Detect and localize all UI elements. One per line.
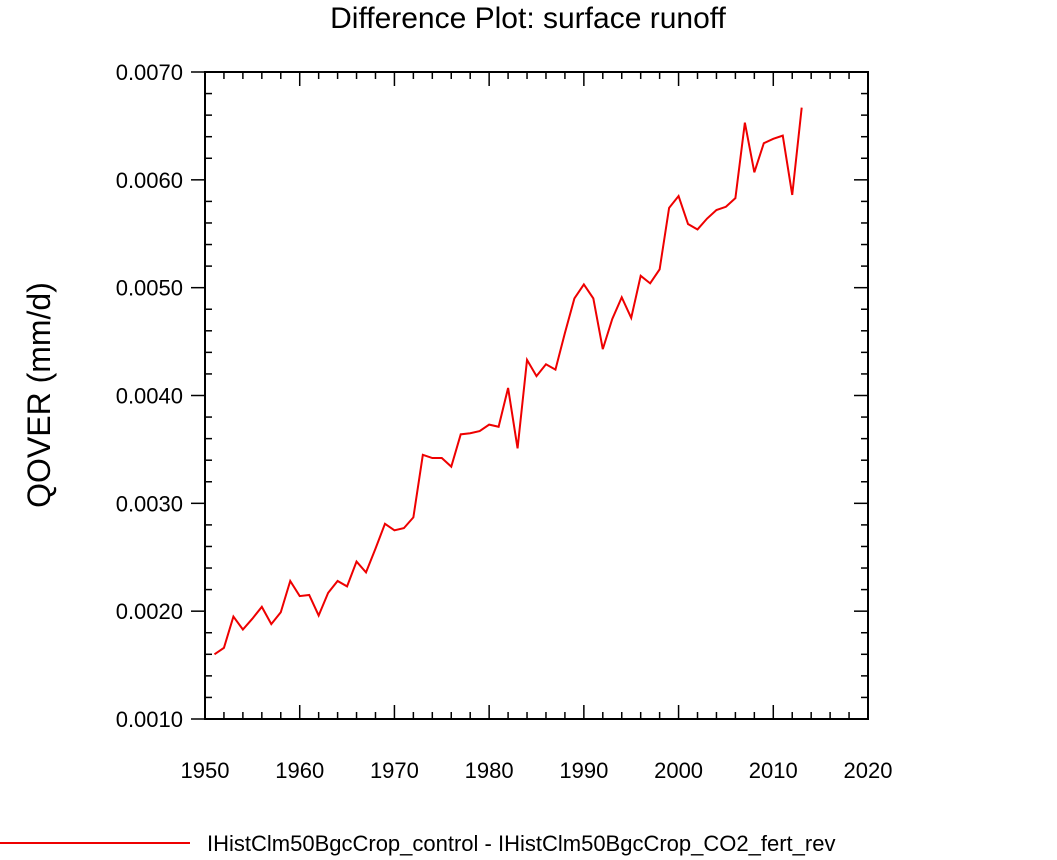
y-tick-label: 0.0030: [116, 491, 183, 516]
y-tick-label: 0.0060: [116, 168, 183, 193]
x-tick-label: 2010: [749, 758, 798, 783]
x-tick-label: 2000: [654, 758, 703, 783]
x-tick-label: 2020: [844, 758, 893, 783]
legend-label: IHistClm50BgcCrop_control - IHistClm50Bg…: [207, 831, 835, 856]
y-tick-labels: 0.0010 0.0020 0.0030 0.0040 0.0050 0.0060 0.00…: [116, 60, 183, 732]
y-tick-label: 0.0020: [116, 599, 183, 624]
x-tick-label: 1960: [275, 758, 324, 783]
x-tick-label: 1990: [559, 758, 608, 783]
y-tick-label: 0.0010: [116, 707, 183, 732]
axis-ticks: [191, 71, 869, 720]
x-tick-label: 1980: [465, 758, 514, 783]
series-line: [213, 107, 803, 656]
y-tick-label: 0.0070: [116, 60, 183, 85]
x-tick-label: 1970: [370, 758, 419, 783]
y-tick-label: 0.0040: [116, 384, 183, 409]
x-tick-labels: 1950 1960 1970 1980 1990 2000 2010 2020: [181, 758, 893, 783]
y-axis-label: QOVER (mm/d): [21, 282, 57, 508]
plot-frame: [204, 71, 869, 720]
y-tick-label: 0.0050: [116, 276, 183, 301]
chart-title: Difference Plot: surface runoff: [330, 2, 726, 35]
x-tick-label: 1950: [181, 758, 230, 783]
